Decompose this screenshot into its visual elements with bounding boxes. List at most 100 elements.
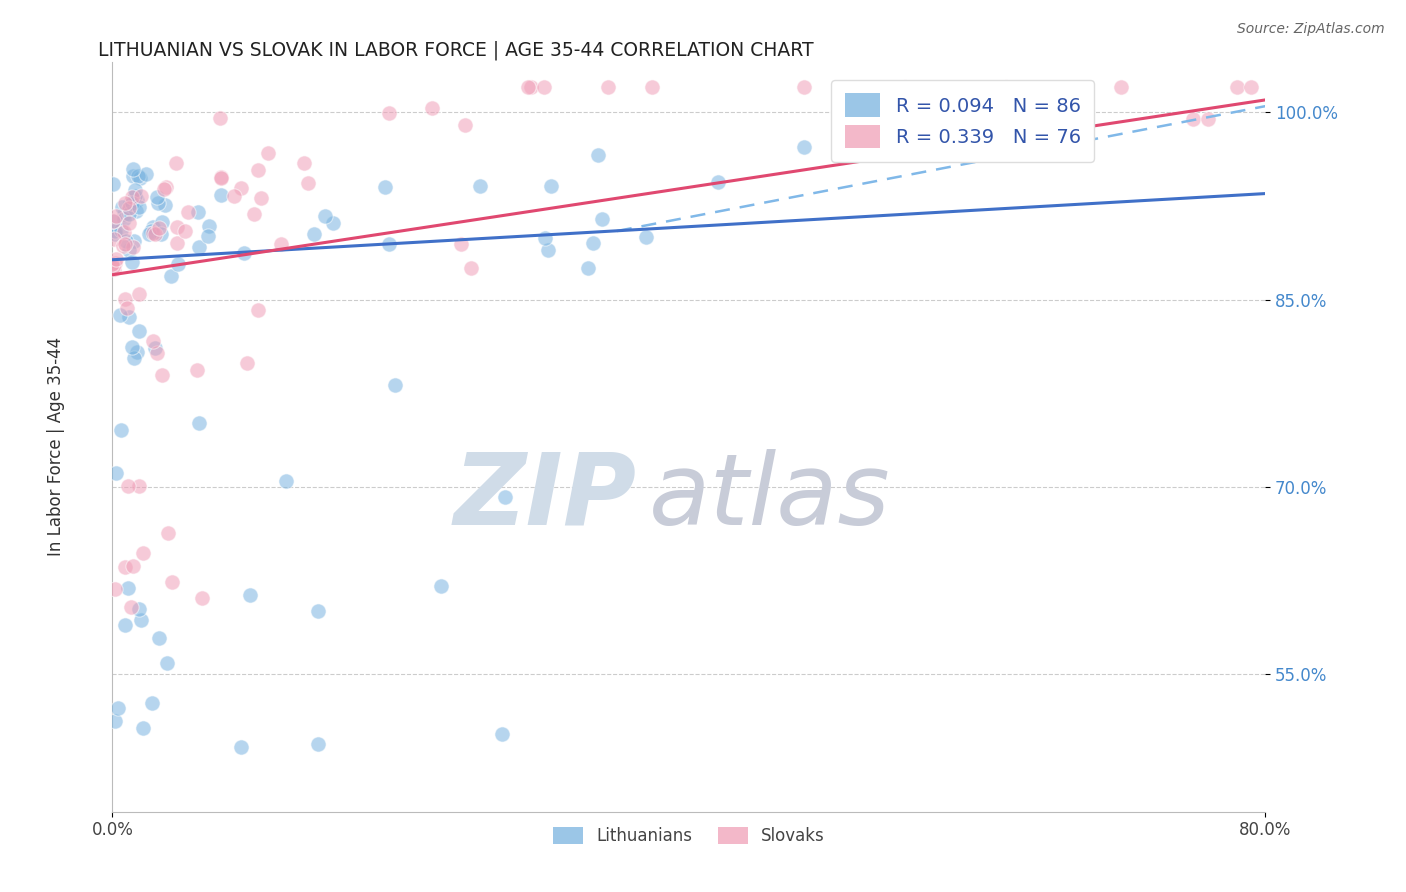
- Point: [894, 80, 917, 95]
- Text: LITHUANIAN VS SLOVAK IN LABOR FORCE | AGE 35-44 CORRELATION CHART: LITHUANIAN VS SLOVAK IN LABOR FORCE | AG…: [98, 40, 814, 60]
- Point: [118, 201, 141, 215]
- Point: [114, 618, 136, 632]
- Point: [118, 207, 141, 221]
- Point: [793, 139, 815, 153]
- Point: [534, 230, 557, 244]
- Point: [198, 219, 221, 234]
- Point: [124, 183, 146, 197]
- Point: [141, 696, 163, 710]
- Point: [145, 341, 167, 355]
- Point: [145, 227, 167, 241]
- Point: [122, 559, 145, 574]
- Point: [314, 209, 336, 223]
- Point: [112, 211, 135, 226]
- Point: [128, 601, 150, 615]
- Point: [378, 106, 401, 120]
- Point: [793, 80, 815, 95]
- Point: [209, 188, 232, 202]
- Point: [224, 188, 246, 202]
- Point: [114, 560, 136, 574]
- Point: [111, 200, 134, 214]
- Point: [124, 189, 146, 203]
- Point: [707, 175, 730, 189]
- Point: [139, 224, 162, 238]
- Point: [156, 526, 179, 541]
- Point: [114, 292, 136, 306]
- Point: [125, 204, 148, 219]
- Point: [103, 178, 125, 192]
- Point: [634, 230, 657, 244]
- Point: [101, 257, 124, 271]
- Point: [239, 588, 262, 602]
- Point: [129, 613, 152, 627]
- Point: [112, 238, 135, 252]
- Point: [122, 351, 145, 365]
- Point: [166, 220, 188, 235]
- Point: [250, 191, 273, 205]
- Point: [120, 599, 142, 614]
- Point: [276, 474, 298, 488]
- Point: [586, 148, 609, 162]
- Text: In Labor Force | Age 35-44: In Labor Force | Age 35-44: [48, 336, 65, 556]
- Point: [104, 256, 127, 270]
- Point: [112, 206, 135, 220]
- Point: [209, 171, 232, 186]
- Point: [1240, 80, 1263, 95]
- Point: [118, 215, 141, 229]
- Point: [121, 189, 143, 203]
- Point: [591, 211, 613, 226]
- Point: [128, 478, 150, 492]
- Point: [160, 268, 183, 283]
- Point: [114, 236, 136, 251]
- Point: [454, 119, 477, 133]
- Point: [384, 378, 406, 392]
- Legend: Lithuanians, Slovaks: Lithuanians, Slovaks: [547, 821, 831, 852]
- Point: [460, 260, 482, 275]
- Point: [122, 235, 145, 249]
- Point: [104, 714, 127, 728]
- Point: [533, 80, 555, 95]
- Point: [142, 226, 165, 240]
- Point: [104, 227, 127, 241]
- Point: [209, 170, 232, 185]
- Point: [121, 240, 143, 254]
- Point: [191, 591, 214, 605]
- Point: [576, 261, 599, 276]
- Point: [138, 227, 160, 241]
- Point: [101, 260, 124, 274]
- Point: [596, 80, 619, 95]
- Point: [153, 182, 176, 196]
- Point: [519, 80, 541, 95]
- Point: [115, 235, 138, 249]
- Point: [494, 490, 516, 504]
- Point: [142, 220, 165, 235]
- Point: [104, 582, 127, 596]
- Point: [374, 180, 396, 194]
- Point: [150, 368, 173, 382]
- Point: [160, 575, 183, 590]
- Point: [104, 209, 127, 223]
- Point: [246, 163, 269, 178]
- Point: [176, 205, 198, 219]
- Point: [110, 223, 132, 237]
- Text: ZIP: ZIP: [454, 449, 637, 546]
- Point: [118, 196, 141, 211]
- Point: [148, 221, 170, 235]
- Point: [128, 286, 150, 301]
- Point: [429, 578, 451, 592]
- Point: [1197, 112, 1219, 126]
- Point: [101, 214, 124, 228]
- Point: [166, 155, 188, 169]
- Point: [101, 213, 124, 227]
- Point: [117, 581, 139, 595]
- Point: [122, 169, 145, 184]
- Point: [125, 344, 148, 359]
- Point: [104, 252, 127, 266]
- Point: [121, 161, 143, 176]
- Point: [236, 356, 259, 370]
- Point: [582, 235, 605, 250]
- Point: [114, 195, 136, 210]
- Point: [166, 235, 188, 250]
- Point: [108, 308, 131, 322]
- Point: [155, 198, 177, 212]
